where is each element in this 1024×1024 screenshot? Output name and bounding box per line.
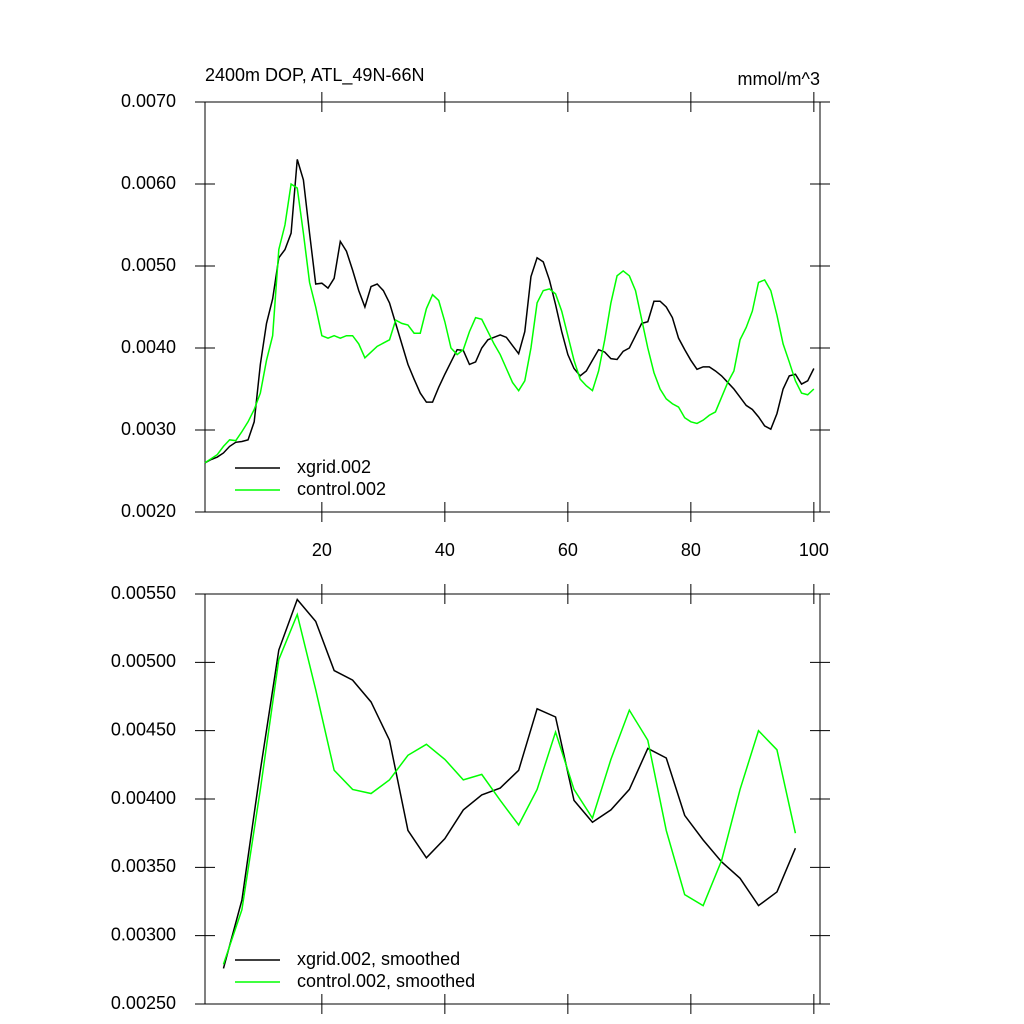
y-tick-label: 0.0060 — [121, 173, 176, 193]
legend-label: xgrid.002 — [297, 457, 371, 477]
legend-label: control.002 — [297, 479, 386, 499]
x-tick-label: 100 — [799, 540, 829, 560]
y-tick-label: 0.00550 — [111, 583, 176, 603]
x-tick-label: 60 — [558, 540, 578, 560]
y-tick-label: 0.00450 — [111, 719, 176, 739]
x-tick-label: 80 — [681, 540, 701, 560]
units-label: mmol/m^3 — [738, 69, 820, 89]
y-tick-label: 0.0040 — [121, 337, 176, 357]
y-tick-label: 0.0070 — [121, 91, 176, 111]
y-tick-label: 0.0020 — [121, 501, 176, 521]
x-tick-label: 40 — [435, 540, 455, 560]
y-tick-label: 0.00500 — [111, 651, 176, 671]
y-tick-label: 0.00350 — [111, 856, 176, 876]
series-line — [204, 159, 815, 464]
legend-label: xgrid.002, smoothed — [297, 949, 460, 969]
plot-frame — [204, 593, 821, 1005]
series-line — [222, 612, 797, 965]
y-tick-label: 0.00250 — [111, 993, 176, 1013]
y-tick-label: 0.0050 — [121, 255, 176, 275]
series-line — [222, 597, 797, 969]
y-tick-label: 0.00300 — [111, 924, 176, 944]
x-tick-label: 20 — [312, 540, 332, 560]
series-line — [204, 182, 815, 464]
y-tick-label: 0.0030 — [121, 419, 176, 439]
plot-frame — [204, 101, 821, 513]
chart-title: 2400m DOP, ATL_49N-66N — [205, 65, 424, 86]
legend-label: control.002, smoothed — [297, 971, 475, 991]
y-tick-label: 0.00400 — [111, 788, 176, 808]
